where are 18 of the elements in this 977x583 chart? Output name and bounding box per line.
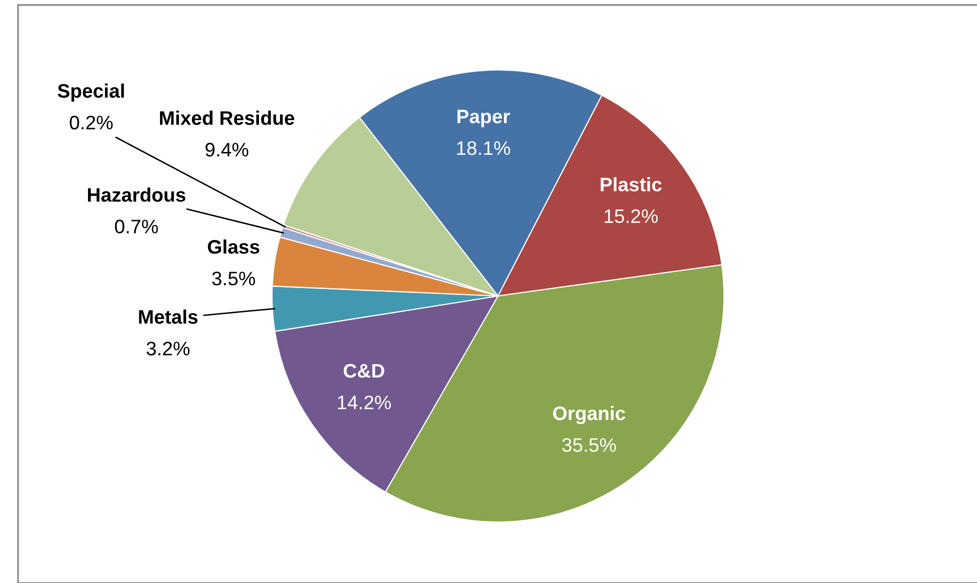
data-label: 3.2% — [146, 342, 190, 356]
slice-label: Glass — [208, 239, 260, 254]
slice-label: Plastic — [600, 177, 662, 192]
data-label: 18.1% — [457, 141, 510, 155]
data-label: 0.7% — [115, 220, 158, 234]
slice-label: Hazardous — [88, 187, 186, 202]
data-label: 35.5% — [562, 438, 616, 452]
slice-label: Metals — [139, 310, 198, 324]
data-label: 3.5% — [212, 272, 256, 286]
data-label: 9.4% — [206, 142, 248, 157]
slice-label: Mixed Residue — [160, 110, 294, 125]
data-label: 14.2% — [338, 396, 391, 410]
data-label: 0.2% — [70, 116, 113, 130]
slice-label: Special — [58, 84, 124, 102]
data-label: 15.2% — [604, 209, 658, 224]
slice-label: Paper — [457, 110, 510, 128]
slice-label: Organic — [553, 406, 626, 424]
slice-label: C&D — [344, 364, 384, 378]
